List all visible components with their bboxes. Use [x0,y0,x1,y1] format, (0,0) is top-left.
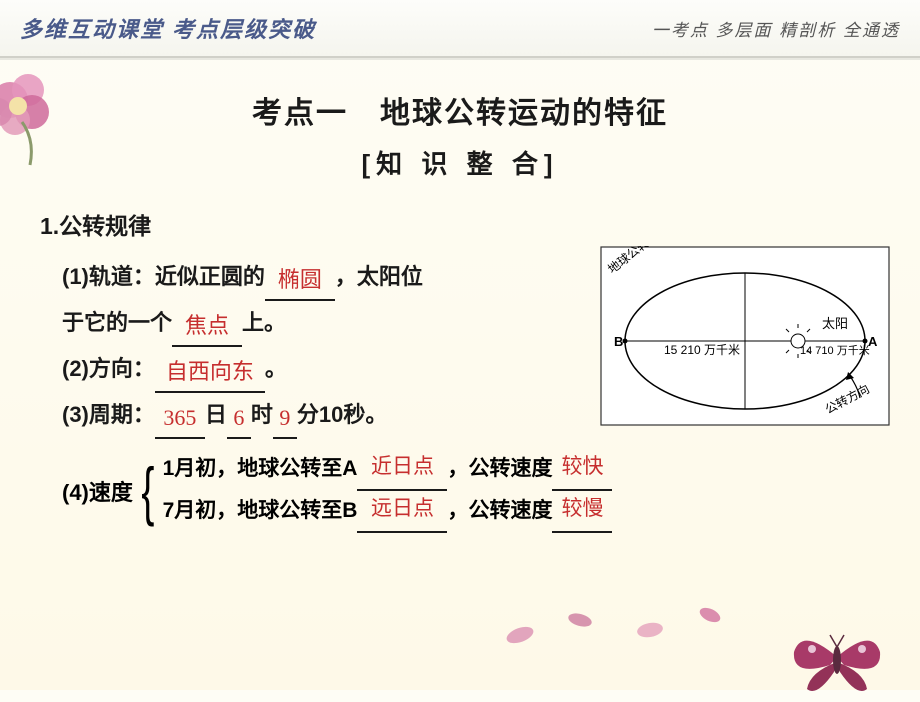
fill-perihelion: 近日点 [371,454,434,478]
header-bar: 多维互动课堂 考点层级突破 一考点 多层面 精剖析 全通透 [0,0,920,58]
butterfly-decoration [782,607,892,702]
text: (2)方向： [62,356,155,381]
text: ，公转速度 [447,457,552,480]
fill-slower: 较慢 [561,496,603,520]
header-right-text: 一考点 多层面 精剖析 全通透 [652,16,900,41]
main-title: 考点一 地球公转运动的特征 [40,88,880,132]
speed-block: (4)速度 { 1月初，地球公转至A 近日点 ，公转速度较快 7月初，地球公转至B 远… [62,449,880,533]
dist-right: 14 710 万千米 [800,344,870,357]
fill-minutes: 9 [279,405,290,430]
section-heading: 1.公转规律 [40,207,880,241]
text: 1月初，地球公转至A [163,457,358,480]
dist-left: 15 210 万千米 [664,343,740,357]
orbit-diagram: 太阳 15 210 万千米 14 710 万千米 A B 地球公转轨道 公转方向 [600,246,890,426]
fill-hours: 6 [233,405,244,430]
fill-focus: 焦点 [185,313,229,338]
fill-ellipse: 椭圆 [278,267,322,292]
text: 于它的一个 [62,310,172,335]
point-a: A [868,334,878,349]
text: 日 [205,402,227,427]
text: 7月初，地球公转至B [163,499,358,522]
text: 时 [251,402,273,427]
speed-lines: 1月初，地球公转至A 近日点 ，公转速度较快 7月初，地球公转至B 远日点 ，公转速度较… [163,449,613,533]
petal-decoration [490,575,770,665]
brace-icon: { [141,458,154,523]
subtitle: [知 识 整 合] [40,144,880,181]
text: 分10秒。 [297,402,387,427]
point-b: B [614,334,623,349]
text: 。 [265,356,287,381]
fill-days: 365 [163,405,196,430]
fill-direction: 自西向东 [166,359,254,384]
text: ，太阳位 [335,264,423,289]
speed-label: (4)速度 [62,475,133,507]
text: (1)轨道：近似正圆的 [62,264,265,289]
text: ，公转速度 [447,499,552,522]
fill-aphelion: 远日点 [371,496,434,520]
text: 上。 [242,310,286,335]
fill-faster: 较快 [561,454,603,478]
header-left-text: 多维互动课堂 考点层级突破 [20,12,316,44]
sun-label: 太阳 [822,316,848,331]
content-area: 考点一 地球公转运动的特征 [知 识 整 合] 1.公转规律 (1)轨道：近似正… [0,58,920,543]
text: (3)周期： [62,402,155,427]
